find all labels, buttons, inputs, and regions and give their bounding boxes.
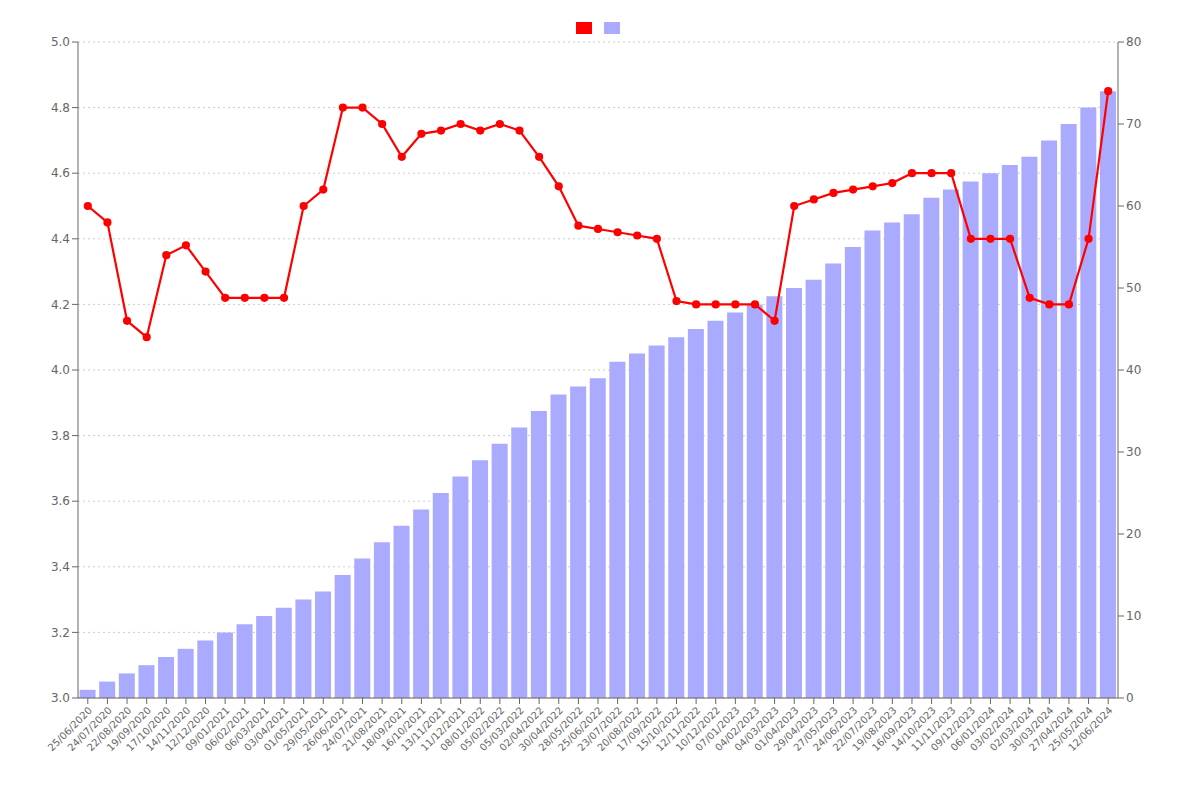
- svg-text:19/09/2020: 19/09/2020: [104, 704, 154, 754]
- svg-text:70: 70: [1126, 117, 1141, 131]
- svg-text:17/10/2020: 17/10/2020: [124, 704, 173, 754]
- svg-text:22/07/2023: 22/07/2023: [830, 704, 880, 754]
- svg-text:25/06/2020: 25/06/2020: [45, 704, 95, 754]
- svg-text:06/03/2021: 06/03/2021: [222, 704, 271, 754]
- svg-text:04/03/2023: 04/03/2023: [732, 704, 781, 754]
- svg-text:10/12/2022: 10/12/2022: [673, 704, 723, 754]
- svg-text:4.2: 4.2: [51, 298, 70, 312]
- svg-text:26/06/2021: 26/06/2021: [300, 704, 350, 754]
- svg-text:09/01/2021: 09/01/2021: [183, 704, 232, 754]
- svg-text:24/07/2020: 24/07/2020: [65, 704, 114, 754]
- svg-text:03/04/2021: 03/04/2021: [241, 704, 291, 754]
- svg-text:07/01/2023: 07/01/2023: [693, 704, 742, 754]
- svg-text:12/06/2024: 12/06/2024: [1066, 705, 1115, 754]
- svg-text:02/04/2022: 02/04/2022: [497, 704, 546, 754]
- svg-text:3.6: 3.6: [51, 494, 70, 508]
- svg-text:05/03/2022: 05/03/2022: [477, 704, 526, 754]
- svg-text:27/04/2024: 27/04/2024: [1026, 704, 1076, 754]
- svg-text:3.0: 3.0: [51, 691, 70, 705]
- svg-text:10: 10: [1126, 609, 1141, 623]
- svg-text:29/04/2023: 29/04/2023: [771, 704, 821, 754]
- svg-text:13/11/2021: 13/11/2021: [398, 704, 448, 754]
- svg-text:5.0: 5.0: [51, 35, 70, 49]
- svg-text:80: 80: [1126, 35, 1141, 49]
- svg-text:14/10/2023: 14/10/2023: [889, 704, 938, 754]
- svg-text:11/12/2021: 11/12/2021: [418, 704, 468, 754]
- svg-text:3.8: 3.8: [51, 429, 70, 443]
- svg-text:21/08/2021: 21/08/2021: [340, 704, 389, 754]
- svg-text:06/02/2021: 06/02/2021: [202, 704, 252, 754]
- svg-text:4.4: 4.4: [51, 232, 70, 246]
- svg-text:60: 60: [1126, 199, 1141, 213]
- svg-text:4.8: 4.8: [51, 101, 70, 115]
- svg-text:30/04/2022: 30/04/2022: [516, 704, 566, 754]
- svg-text:20/08/2022: 20/08/2022: [595, 704, 644, 754]
- svg-text:28/05/2022: 28/05/2022: [536, 704, 585, 754]
- svg-text:25/05/2024: 25/05/2024: [1046, 704, 1095, 754]
- svg-text:4.0: 4.0: [51, 363, 70, 377]
- svg-text:04/02/2023: 04/02/2023: [712, 704, 762, 754]
- svg-text:05/02/2022: 05/02/2022: [457, 704, 507, 754]
- svg-text:25/06/2022: 25/06/2022: [555, 704, 605, 754]
- svg-text:3.2: 3.2: [51, 626, 70, 640]
- svg-text:16/09/2023: 16/09/2023: [869, 704, 919, 754]
- svg-text:15/10/2022: 15/10/2022: [634, 704, 683, 754]
- svg-text:40: 40: [1126, 363, 1141, 377]
- svg-text:02/03/2024: 02/03/2024: [987, 704, 1037, 754]
- svg-text:14/11/2020: 14/11/2020: [143, 704, 193, 754]
- svg-text:01/04/2023: 01/04/2023: [752, 704, 801, 754]
- svg-text:03/02/2024: 03/02/2024: [968, 704, 1017, 754]
- svg-text:12/11/2022: 12/11/2022: [654, 704, 703, 754]
- svg-text:22/08/2020: 22/08/2020: [85, 704, 134, 754]
- svg-text:29/05/2021: 29/05/2021: [281, 704, 330, 754]
- svg-text:30: 30: [1126, 445, 1141, 459]
- svg-text:30/03/2024: 30/03/2024: [1007, 704, 1056, 754]
- svg-text:06/01/2024: 06/01/2024: [948, 704, 997, 754]
- svg-text:19/08/2023: 19/08/2023: [850, 704, 899, 754]
- svg-text:4.6: 4.6: [51, 166, 70, 180]
- svg-text:12/12/2020: 12/12/2020: [163, 704, 212, 754]
- svg-text:16/10/2021: 16/10/2021: [379, 704, 428, 754]
- svg-text:09/12/2023: 09/12/2023: [928, 704, 978, 754]
- svg-text:0: 0: [1126, 691, 1134, 705]
- svg-text:24/06/2023: 24/06/2023: [811, 704, 860, 754]
- svg-text:3.4: 3.4: [51, 560, 70, 574]
- svg-text:20: 20: [1126, 527, 1141, 541]
- svg-text:08/01/2022: 08/01/2022: [438, 704, 487, 754]
- svg-text:01/05/2021: 01/05/2021: [261, 704, 311, 754]
- svg-text:24/07/2021: 24/07/2021: [320, 704, 369, 754]
- svg-text:17/09/2022: 17/09/2022: [614, 704, 664, 754]
- svg-text:23/07/2022: 23/07/2022: [575, 704, 625, 754]
- svg-text:50: 50: [1126, 281, 1141, 295]
- svg-text:27/05/2023: 27/05/2023: [791, 704, 840, 754]
- svg-text:11/11/2023: 11/11/2023: [909, 704, 958, 754]
- svg-text:18/09/2021: 18/09/2021: [359, 704, 409, 754]
